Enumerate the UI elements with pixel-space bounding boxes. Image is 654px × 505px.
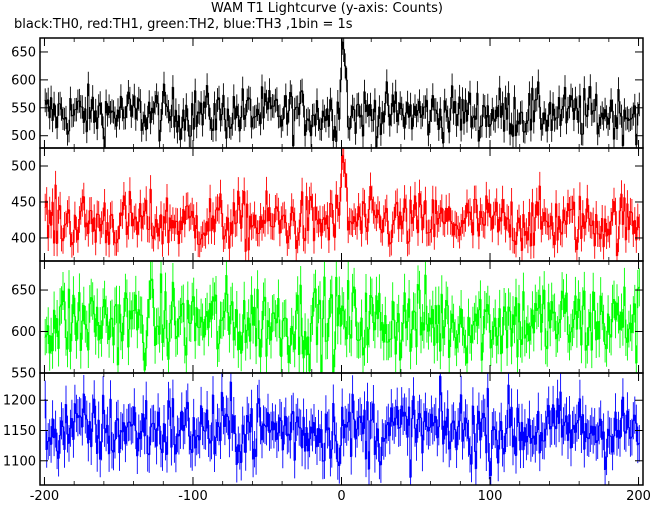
x-tick-label: 200 xyxy=(626,489,651,504)
x-tick-label: 100 xyxy=(478,489,503,504)
y-tick-label: 1100 xyxy=(3,454,36,469)
series-th3-line xyxy=(44,373,640,485)
x-tick-label: -200 xyxy=(30,489,60,504)
y-tick-label: 450 xyxy=(11,195,36,210)
series-th0-line xyxy=(44,38,640,148)
x-tick-label: 0 xyxy=(337,489,345,504)
series-th1-line xyxy=(44,148,640,261)
y-tick-label: 600 xyxy=(11,73,36,88)
series-th2-line xyxy=(44,261,640,373)
y-tick-label: 550 xyxy=(11,101,36,116)
y-tick-label: 600 xyxy=(11,325,36,340)
plot-layer: 500 550 600 650 400 450 500 550 600 650 1100 1150 12… xyxy=(3,37,651,504)
chart-title: WAM T1 Lightcurve (y-axis: Counts) xyxy=(211,1,443,16)
y-tick-label: 1200 xyxy=(3,394,36,409)
y-tick-label: 500 xyxy=(11,129,36,144)
y-tick-label: 650 xyxy=(11,284,36,299)
y-tick-label: 500 xyxy=(11,159,36,174)
x-tick-label: -100 xyxy=(178,489,208,504)
chart-subtitle: black:TH0, red:TH1, green:TH2, blue:TH3 … xyxy=(14,17,353,32)
y-tick-label: 400 xyxy=(11,231,36,246)
y-tick-label: 550 xyxy=(11,367,36,382)
y-tick-label: 1150 xyxy=(3,424,36,439)
y-tick-label: 650 xyxy=(11,45,36,60)
